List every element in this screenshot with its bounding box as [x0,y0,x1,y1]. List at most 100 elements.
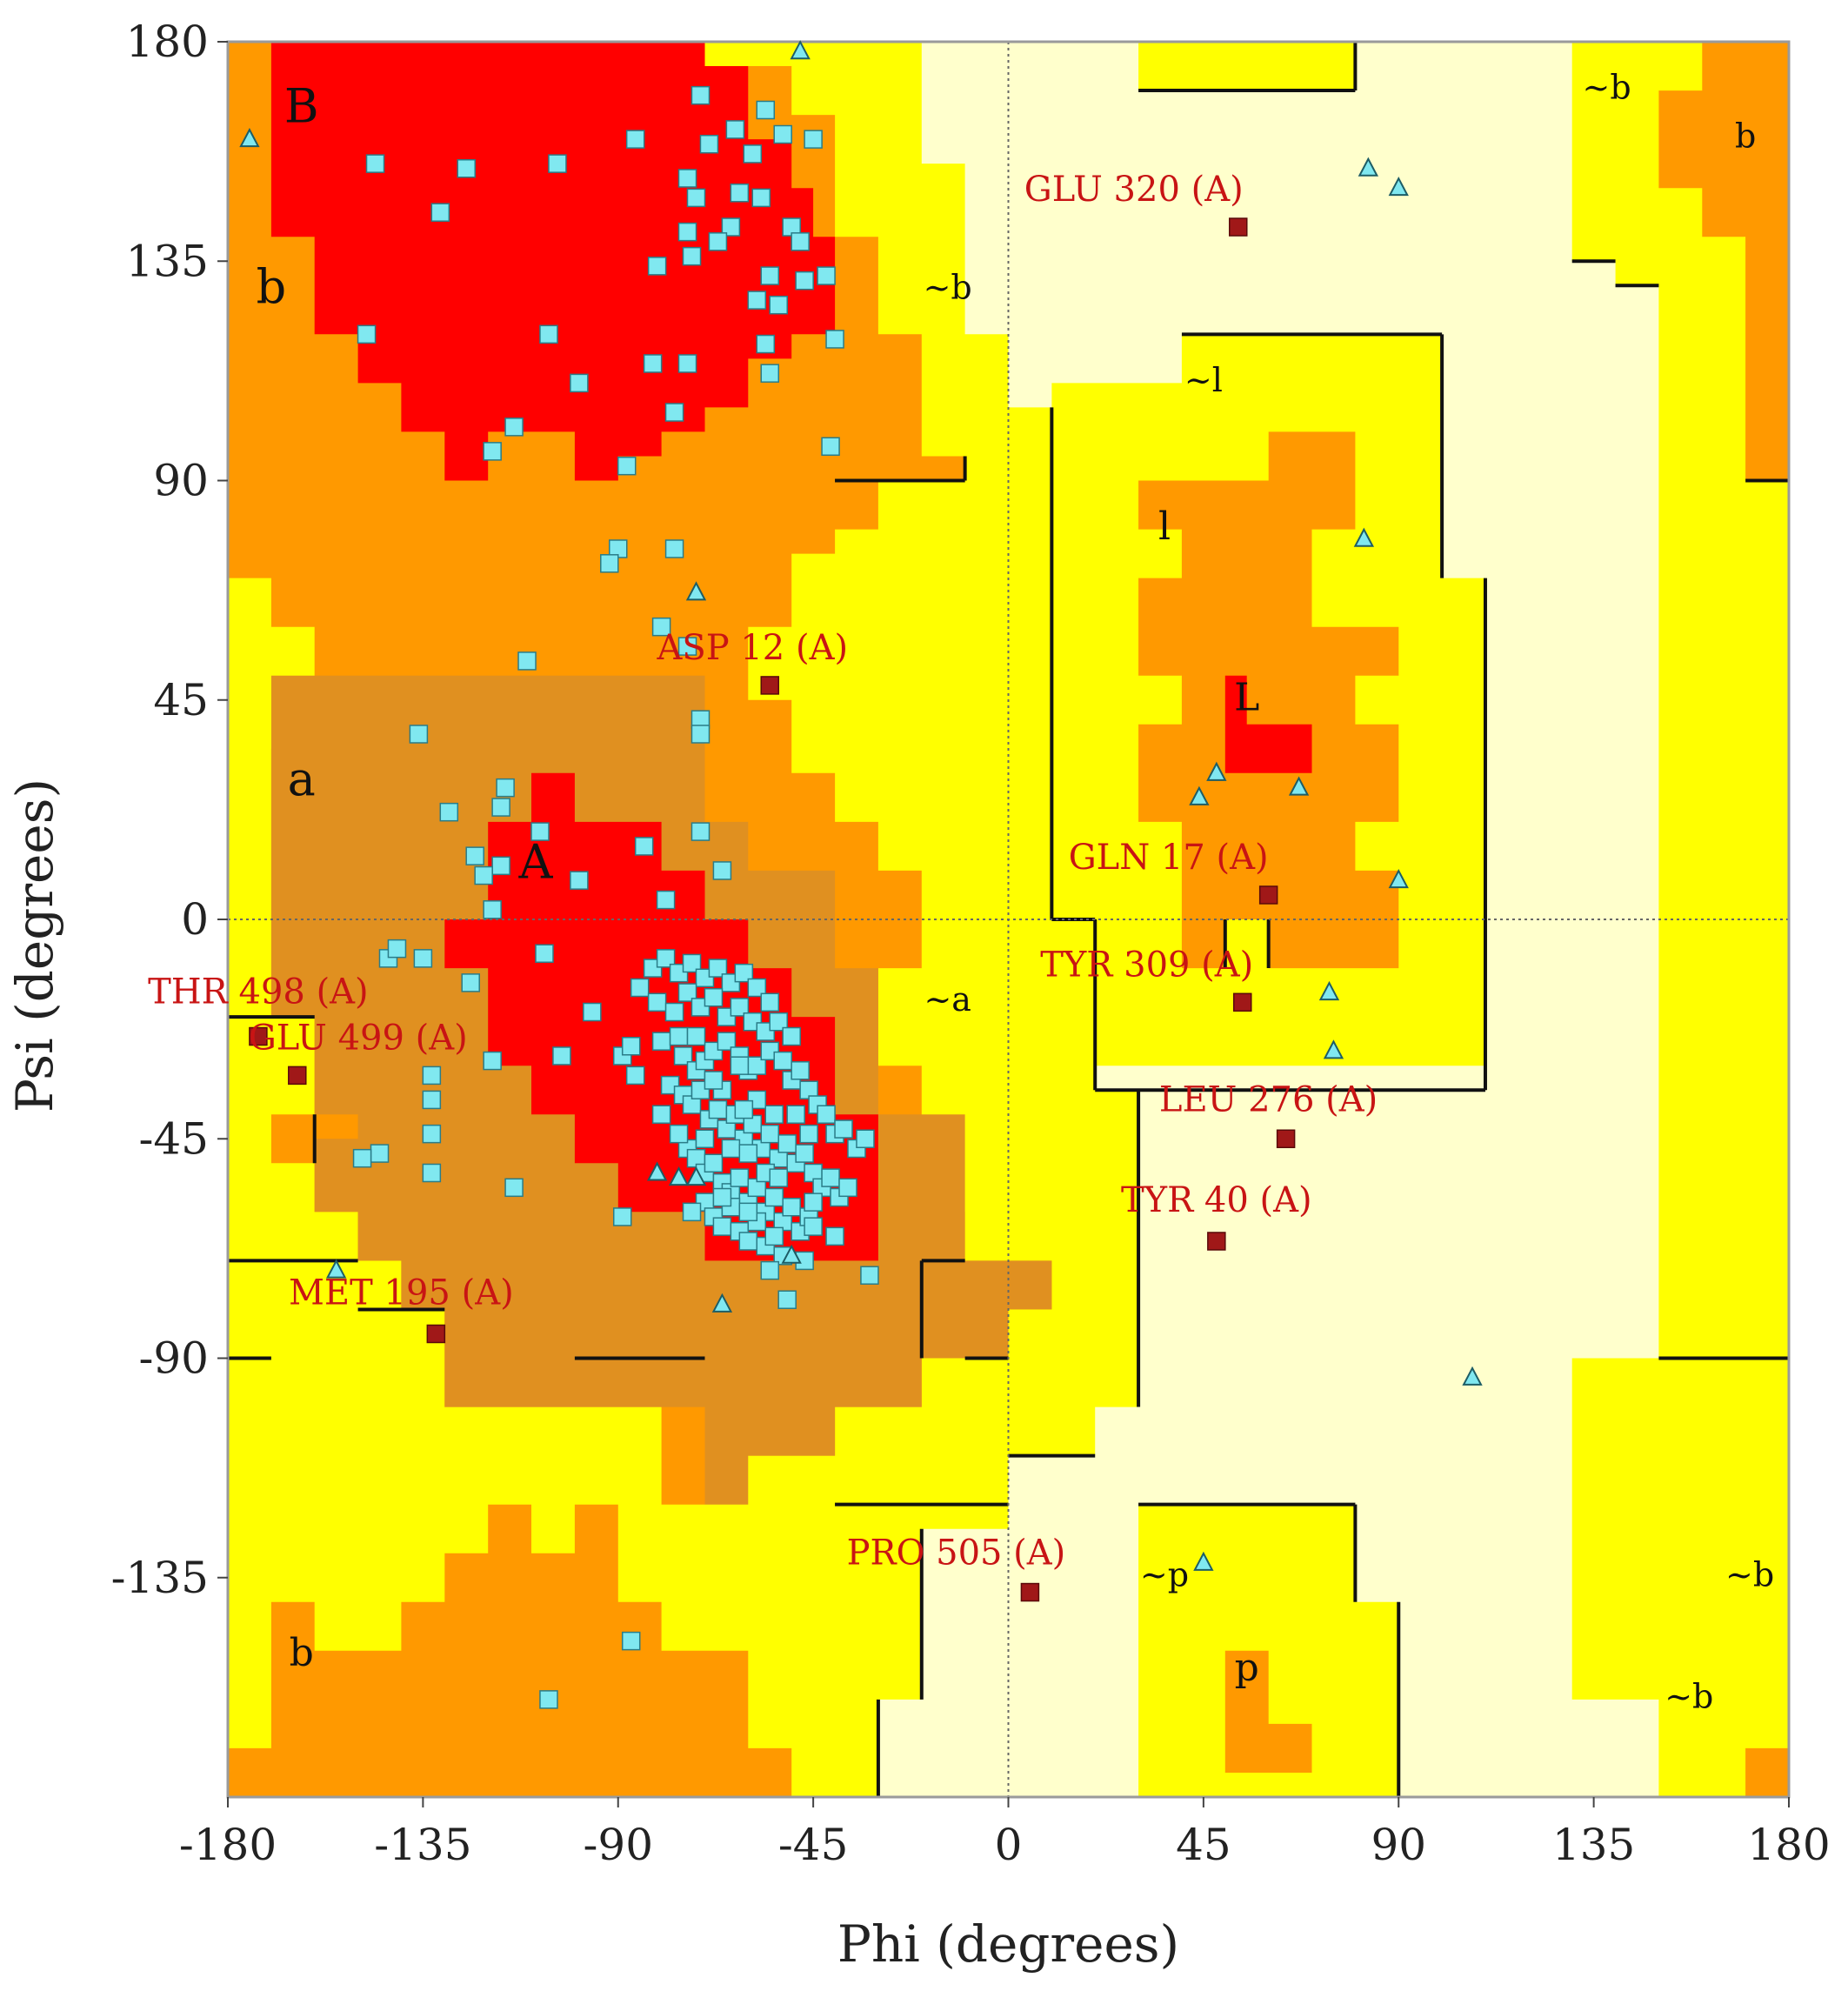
glycine-point [668,1166,690,1186]
residue-point [747,291,767,310]
residue-point [570,373,589,393]
glycine-point [1323,1039,1344,1059]
residue-point [821,437,840,457]
x-tick-label: 45 [1176,1820,1231,1870]
residue-point [686,1026,706,1046]
residue-point [751,188,771,208]
residue-point [673,1046,693,1066]
y-tick-label: 180 [126,17,209,67]
glycine-point [1206,761,1227,781]
residue-point [795,1144,814,1163]
allowed-region-right-b [1658,42,1789,481]
residue-point [730,1168,750,1187]
glycine-point [685,1166,707,1186]
residue-point [730,1056,750,1075]
residue-point [621,1631,641,1651]
glycine-point [790,40,811,60]
region-label: ~a [924,980,971,1019]
residue-point [365,154,385,173]
outlier-label: LEU 276 (A) [1159,1079,1378,1119]
residue-point [357,324,377,344]
glycine-point [1358,157,1379,177]
residue-point [677,222,697,242]
residue-point [699,134,719,154]
residue-point [422,1124,442,1144]
residue-point [704,987,724,1007]
y-tick-label: -90 [138,1333,209,1384]
residue-point [690,85,711,105]
residue-point [656,890,676,910]
x-tick-label: 90 [1371,1820,1426,1870]
residue-point [634,837,654,856]
y-tick-label: 45 [153,675,209,725]
residue-point [738,1232,758,1251]
region-label: ~l [1184,361,1223,399]
glycine-point [1353,527,1375,547]
residue-point [422,1066,442,1086]
residue-point [630,978,650,998]
region-label: ~b [924,268,972,306]
y-tick-label: 0 [181,894,209,945]
residue-point [422,1090,442,1110]
outlier-point [1229,217,1248,237]
residue-point [730,998,750,1017]
residue-point [682,953,702,973]
residue-point [747,978,767,998]
x-tick-label: 135 [1552,1820,1635,1870]
residue-point [738,1144,758,1163]
residue-point [856,1129,875,1148]
residue-point [643,354,663,373]
residue-point [769,1168,788,1187]
residue-point [651,1032,671,1051]
residue-point [704,1071,724,1090]
region-label: b [1735,117,1756,156]
glycine-point [325,1259,347,1279]
region-label: ~b [1582,69,1631,107]
glycine-point [1462,1366,1483,1386]
residue-point [760,364,780,383]
x-axis-title: Phi (degrees) [837,1914,1179,1974]
region-label: B [284,78,319,133]
residue-point [530,822,550,841]
glycine-point [1288,776,1310,796]
x-tick-label: -135 [374,1820,471,1870]
residue-point [760,1260,780,1280]
outlier-label: TYR 309 (A) [1040,945,1253,985]
residue-point [769,295,788,315]
residue-point [777,1290,797,1309]
residue-point [756,334,776,354]
region-label: b [257,259,287,314]
allowed-region-l [1138,431,1399,969]
x-tick-label: -180 [179,1820,277,1870]
residue-point [535,944,554,963]
residue-point [764,1226,784,1246]
residue-point [760,1124,780,1144]
outlier-label: GLU 499 (A) [249,1018,468,1058]
residue-point [504,1178,524,1198]
residue-point [795,271,814,291]
residue-point [712,1187,732,1207]
residue-point [552,1046,571,1066]
x-axis-ticks: -180 -135 -90 -45 0 45 90 135 180 [179,1797,1831,1870]
x-tick-label: 0 [995,1820,1023,1870]
glycine-point [1193,1551,1214,1571]
residue-point [583,1002,602,1022]
residue-point [483,442,502,461]
residue-point [799,1124,818,1144]
residue-point [730,184,750,203]
residue-point [690,725,711,744]
residue-point [439,802,459,822]
residue-point [669,1124,689,1144]
residue-point [712,1217,732,1236]
allowed-region-corner [1745,1747,1789,1797]
residue-point [738,1202,758,1222]
residue-point [491,798,510,817]
residue-point [664,1002,684,1022]
outlier-point [760,676,780,695]
residue-point [817,266,836,285]
residue-point [651,617,671,637]
residue-point [764,1187,784,1207]
outlier-point [1258,885,1278,905]
x-tick-label: -90 [583,1820,653,1870]
